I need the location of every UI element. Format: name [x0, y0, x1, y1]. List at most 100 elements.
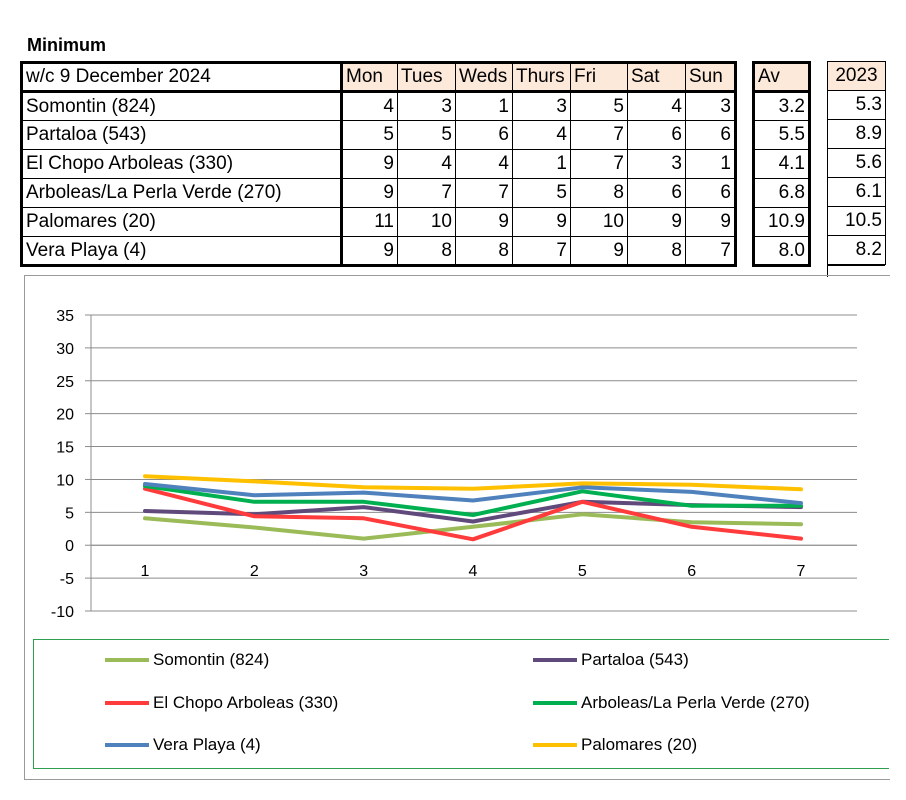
- legend-swatch: [533, 701, 577, 705]
- y-tick-label: 20: [56, 407, 74, 424]
- temperature-cell: 9: [627, 207, 686, 237]
- temperature-cell: 8: [570, 178, 628, 208]
- temperature-cell: 8: [455, 236, 513, 267]
- legend-entry: El Chopo Arboleas (330): [105, 693, 338, 713]
- series-line: [143, 486, 803, 542]
- year-2023-cell: 8.9: [827, 119, 886, 149]
- series-line: [143, 484, 803, 517]
- legend-swatch: [105, 743, 149, 747]
- temperature-cell: 7: [685, 236, 737, 267]
- temperature-cell: 6: [455, 120, 513, 150]
- day-header: Sun: [685, 61, 737, 93]
- legend-swatch: [105, 658, 149, 662]
- legend-entry: Palomares (20): [533, 735, 697, 755]
- chart-legend: [33, 639, 889, 769]
- legend-label: Partaloa (543): [581, 650, 689, 669]
- day-header: Thurs: [512, 61, 571, 93]
- temperature-cell: 3: [512, 91, 571, 121]
- temperature-cell: 5: [512, 178, 571, 208]
- temperature-cell: 9: [512, 207, 571, 237]
- legend-entry: Partaloa (543): [533, 650, 689, 670]
- temperature-cell: 8: [397, 236, 456, 267]
- temperature-cell: 4: [512, 120, 571, 150]
- table-row: Somontin (824) 4 3 1 3 5 4 3: [20, 91, 737, 121]
- series-line: [143, 474, 803, 492]
- average-cell: 3.2: [752, 91, 811, 121]
- y-tick-label: -10: [51, 604, 74, 621]
- temperature-cell: 9: [341, 178, 398, 208]
- temperature-cell: 11: [341, 207, 398, 237]
- page-title: Minimum: [27, 35, 106, 55]
- x-tick-label: 4: [469, 563, 478, 580]
- year-2023-cell: 8.2: [827, 235, 886, 265]
- legend-label: Vera Playa (4): [153, 735, 261, 754]
- table-row: Vera Playa (4) 9 8 8 7 9 8 7: [20, 236, 737, 267]
- table-row: Partaloa (543) 5 5 6 4 7 6 6: [20, 120, 737, 150]
- temperature-cell: 1: [685, 149, 737, 179]
- location-name: Vera Playa (4): [20, 236, 343, 267]
- x-tick-label: 2: [250, 563, 259, 580]
- week-label: w/c 9 December 2024: [20, 61, 343, 93]
- average-table: Av 3.2 5.5 4.1 6.8 10.9 8.0: [752, 61, 811, 267]
- temperature-cell: 6: [627, 120, 686, 150]
- year-2023-table: 2023 5.3 8.9 5.6 6.1 10.5 8.2: [827, 61, 886, 265]
- temperature-cell: 6: [685, 120, 737, 150]
- day-header: Weds: [455, 61, 513, 93]
- legend-swatch: [533, 743, 577, 747]
- x-tick-label: 1: [141, 563, 150, 580]
- x-tick-label: 7: [797, 563, 806, 580]
- temperature-cell: 3: [685, 91, 737, 121]
- average-cell: 6.8: [752, 178, 811, 208]
- temperature-cell: 4: [397, 149, 456, 179]
- x-tick-label: 3: [359, 563, 368, 580]
- average-cell: 4.1: [752, 149, 811, 179]
- average-cell: 10.9: [752, 207, 811, 237]
- y-tick-label: 10: [56, 472, 74, 489]
- legend-label: Palomares (20): [581, 735, 698, 754]
- year-header: 2023: [827, 61, 886, 91]
- temperature-cell: 9: [685, 207, 737, 237]
- legend-swatch: [533, 658, 577, 662]
- x-tick-label: 6: [687, 563, 696, 580]
- y-tick-label: 30: [56, 341, 74, 358]
- table-header-row: w/c 9 December 2024 Mon Tues Weds Thurs …: [20, 61, 737, 93]
- day-header: Sat: [627, 61, 686, 93]
- temperature-cell: 7: [512, 236, 571, 267]
- table-row: Palomares (20) 11 10 9 9 10 9 9: [20, 207, 737, 237]
- temperature-cell: 4: [341, 91, 398, 121]
- temperature-table: w/c 9 December 2024 Mon Tues Weds Thurs …: [20, 61, 737, 267]
- series-line: [143, 482, 803, 506]
- y-tick-label: 15: [56, 440, 74, 457]
- table-border: [827, 265, 885, 277]
- temperature-cell: 7: [455, 178, 513, 208]
- legend-label: Somontin (824): [153, 650, 270, 669]
- average-cell: 8.0: [752, 236, 811, 267]
- chart-area: [24, 275, 890, 780]
- table-row: El Chopo Arboleas (330) 9 4 4 1 7 3 1: [20, 149, 737, 179]
- legend-label: Arboleas/La Perla Verde (270): [581, 693, 810, 712]
- y-tick-label: 35: [56, 308, 74, 325]
- y-tick-label: -5: [60, 571, 74, 588]
- legend-swatch: [105, 701, 149, 705]
- year-2023-cell: 10.5: [827, 206, 886, 236]
- day-header: Tues: [397, 61, 456, 93]
- temperature-cell: 10: [397, 207, 456, 237]
- temperature-cell: 9: [341, 236, 398, 267]
- av-header: Av: [752, 61, 811, 93]
- legend-entry: Vera Playa (4): [105, 735, 261, 755]
- y-tick-label: 0: [65, 538, 74, 555]
- location-name: Palomares (20): [20, 207, 343, 237]
- temperature-cell: 3: [397, 91, 456, 121]
- y-tick-label: 5: [65, 505, 74, 522]
- y-tick-label: 25: [56, 374, 74, 391]
- x-tick-label: 5: [578, 563, 587, 580]
- location-name: Somontin (824): [20, 91, 343, 121]
- location-name: El Chopo Arboleas (330): [20, 149, 343, 179]
- temperature-cell: 9: [455, 207, 513, 237]
- temperature-cell: 5: [341, 120, 398, 150]
- temperature-cell: 5: [397, 120, 456, 150]
- series-line: [143, 512, 803, 541]
- legend-entry: Somontin (824): [105, 650, 269, 670]
- legend-label: El Chopo Arboleas (330): [153, 693, 339, 712]
